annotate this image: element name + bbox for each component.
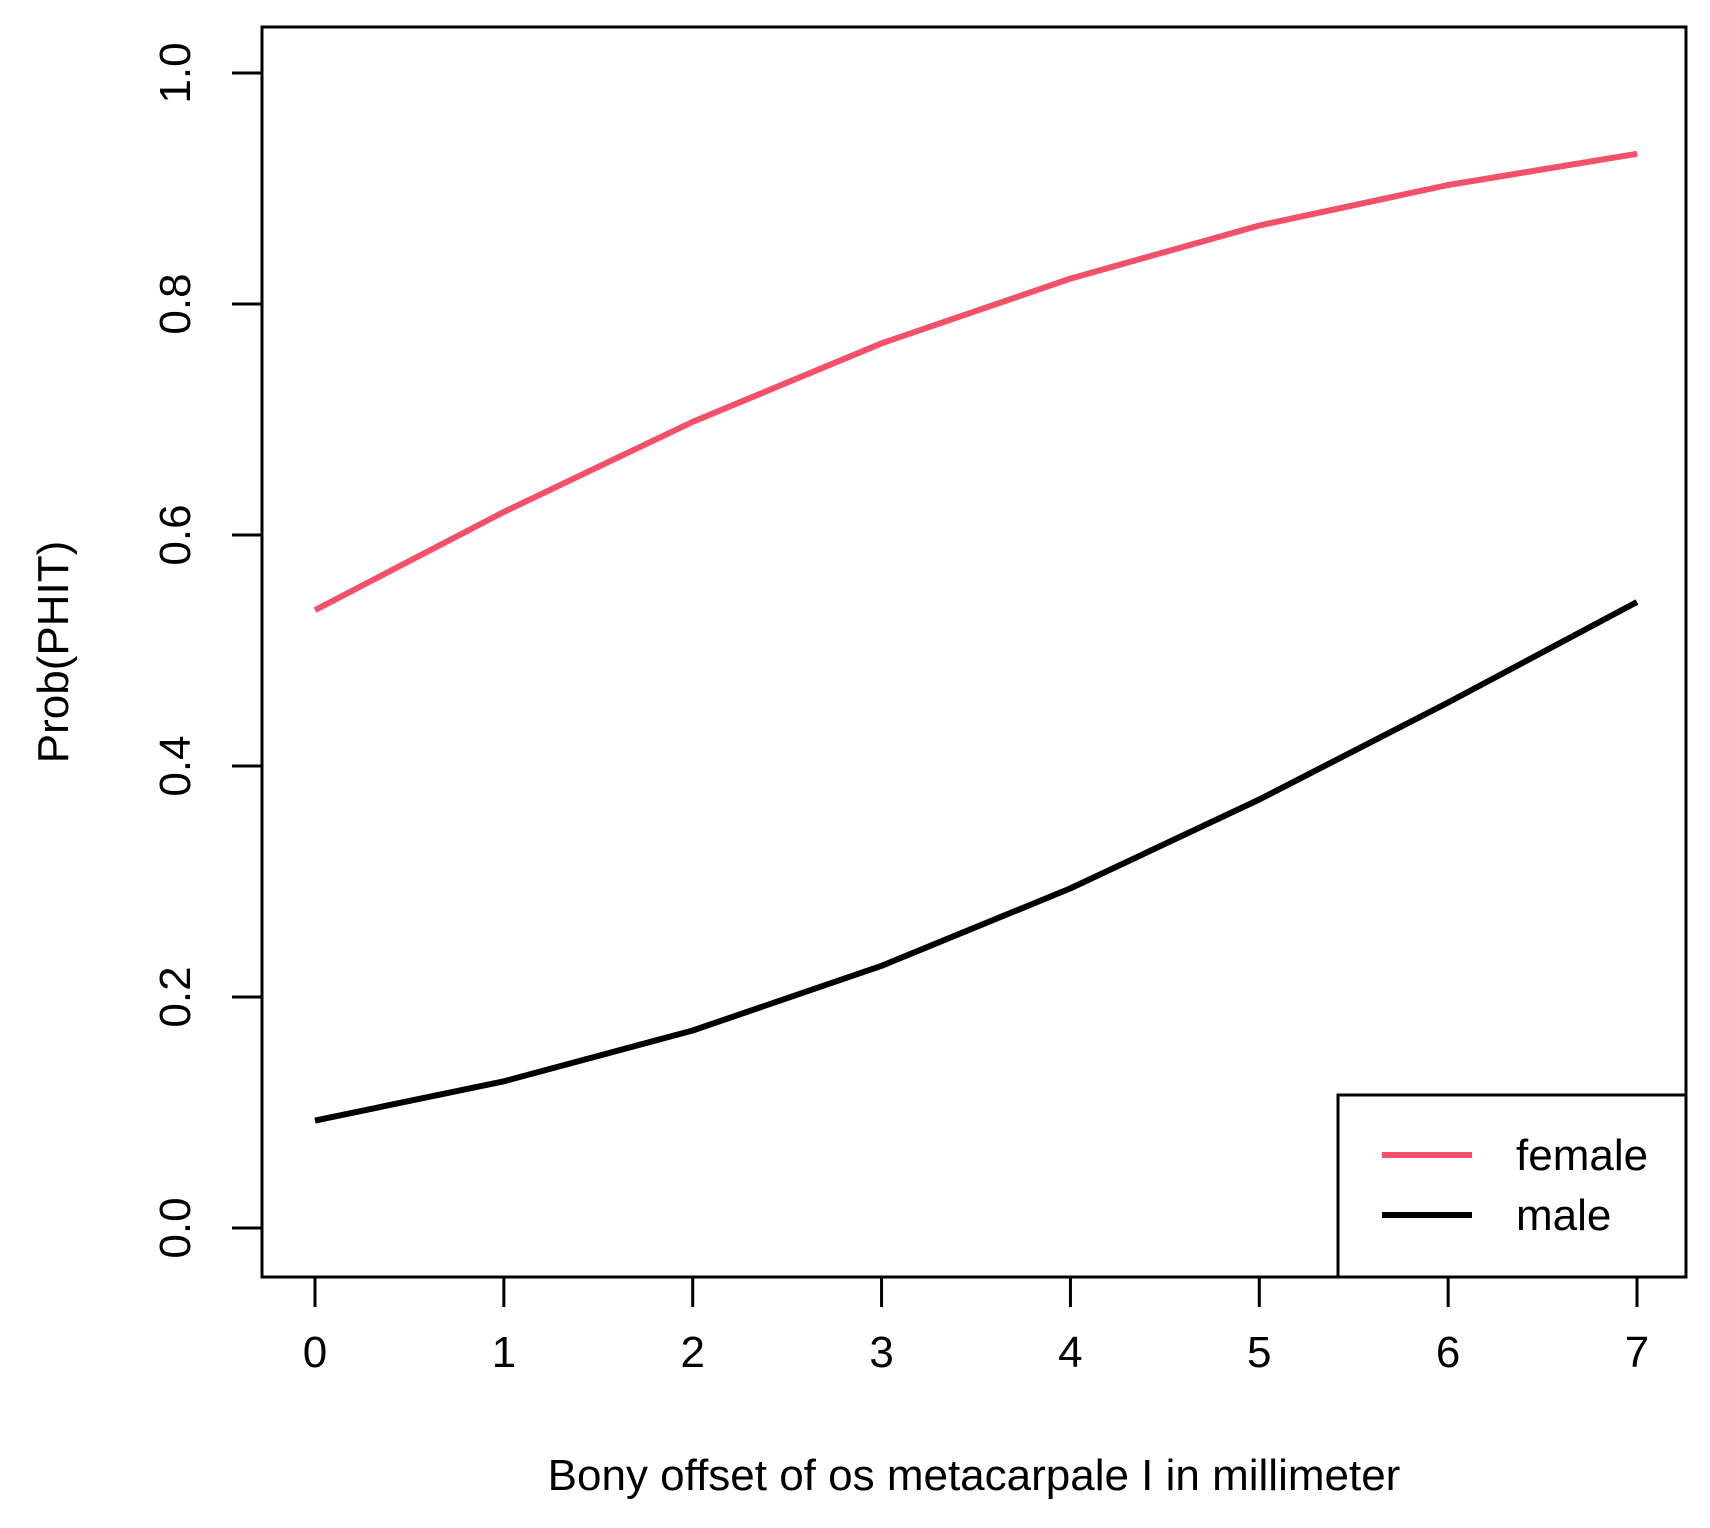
x-tick-label: 4 xyxy=(1058,1328,1082,1377)
x-tick-label: 5 xyxy=(1247,1328,1271,1377)
y-axis: 0.0 0.2 0.4 0.6 0.8 1.0 xyxy=(151,42,264,1259)
x-tick-label: 0 xyxy=(303,1328,327,1377)
x-axis: 0 1 2 3 4 5 6 7 xyxy=(303,1275,1649,1377)
y-tick-label: 0.6 xyxy=(151,504,200,565)
y-tick-label: 0.2 xyxy=(151,966,200,1027)
y-tick-label: 0.8 xyxy=(151,273,200,334)
series-line-male xyxy=(314,599,1639,1124)
y-axis-title: Prob(PHIT) xyxy=(29,541,78,763)
legend-label-female: female xyxy=(1516,1131,1648,1180)
legend: female male xyxy=(1336,1093,1688,1279)
x-tick-label: 3 xyxy=(869,1328,893,1377)
legend-label-male: male xyxy=(1516,1191,1611,1240)
x-tick-label: 6 xyxy=(1436,1328,1460,1377)
x-tick-label: 1 xyxy=(492,1328,516,1377)
x-tick-label: 2 xyxy=(680,1328,704,1377)
y-tick-label: 0.0 xyxy=(151,1197,200,1258)
x-axis-title: Bony offset of os metacarpale I in milli… xyxy=(548,1451,1401,1500)
legend-box xyxy=(1336,1093,1688,1279)
x-tick-label: 7 xyxy=(1625,1328,1649,1377)
series-layer xyxy=(313,150,1639,1124)
y-tick-label: 0.4 xyxy=(151,735,200,796)
series-line-female xyxy=(313,150,1638,613)
legend-items: female male xyxy=(1382,1131,1648,1240)
y-tick-label: 1.0 xyxy=(151,42,200,103)
